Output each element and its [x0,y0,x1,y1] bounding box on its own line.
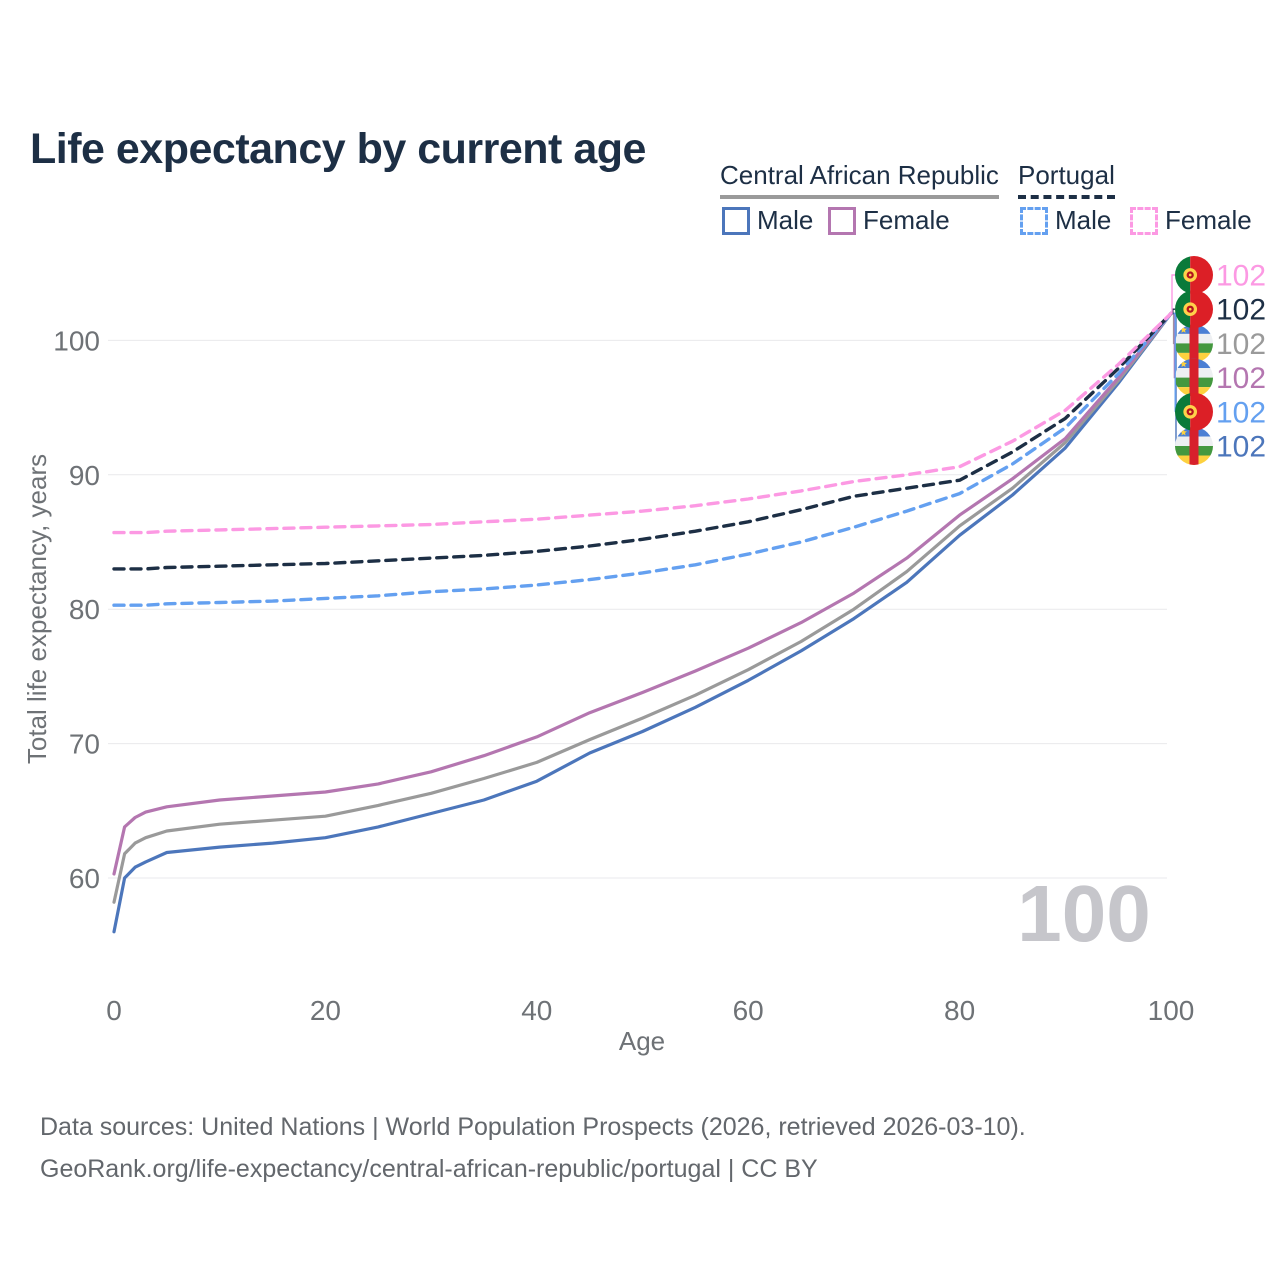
age-hover-watermark: 100 [1017,869,1150,958]
portugal-flag-icon [1175,290,1213,329]
legend-item-pt-female[interactable]: Female [1130,205,1252,236]
y-tick-label: 60 [69,863,100,894]
end-value-label-car-total: 102 [1216,328,1266,361]
portugal-flag-icon [1175,256,1213,294]
y-axis-title: Total life expectancy, years [22,454,52,764]
series-lines [112,311,1173,934]
y-tick-label: 90 [69,460,100,491]
series-line-pt-female[interactable] [112,311,1173,535]
end-value-label-pt-male: 102 [1216,396,1266,429]
leader-line-pt-female [1171,274,1175,315]
legend-item-car-male[interactable]: Male [722,205,813,236]
x-tick-label: 60 [733,995,764,1026]
gridlines: 60 70 80 90 100 0 20 40 60 80 100 Age Total life exp… [22,325,1194,1056]
y-tick-label: 70 [69,729,100,760]
y-tick-label: 80 [69,594,100,625]
series-line-pt-total[interactable] [112,311,1173,571]
legend-group-central-african-republic: Central African Republic [720,160,999,199]
x-tick-label: 0 [106,995,122,1026]
x-tick-label: 80 [944,995,975,1026]
series-line-pt-male[interactable] [112,311,1173,607]
x-tick-label: 40 [521,995,552,1026]
y-tick-label: 100 [53,325,100,356]
x-axis-title: Age [619,1026,665,1056]
legend-item-label: Male [1055,205,1112,235]
series-line-car-female[interactable] [112,311,1173,876]
legend-item-pt-male[interactable]: Male [1020,205,1111,236]
series-line-car-total[interactable] [112,311,1173,904]
end-value-label-pt-total: 102 [1216,294,1266,327]
footer-sources-line: Data sources: United Nations | World Pop… [40,1113,1026,1141]
page-title: Life expectancy by current age [30,124,646,173]
pt-female-swatch-icon [1130,206,1158,235]
end-value-label-pt-female: 102 [1216,260,1266,293]
car-female-swatch-icon [828,206,856,235]
central-african-republic-flag-icon [1175,358,1213,397]
central-african-republic-flag-icon [1175,324,1213,363]
pt-male-swatch-icon [1020,206,1048,235]
portugal-flag-icon [1175,392,1213,431]
legend-item-car-female[interactable]: Female [828,205,950,236]
end-value-label-car-female: 102 [1216,362,1266,395]
series-line-car-male[interactable] [112,311,1173,934]
data-source-footer: Data sources: United Nations | World Pop… [40,1106,1026,1190]
footer-attribution-line: GeoRank.org/life-expectancy/central-afri… [40,1155,818,1183]
central-african-republic-flag-icon [1175,427,1213,465]
end-value-label-car-male: 102 [1216,431,1266,464]
x-tick-label: 100 [1148,995,1195,1026]
legend-group-portugal: Portugal [1018,160,1115,199]
legend-item-label: Female [863,205,950,235]
legend-item-label: Male [757,205,814,235]
legend-item-label: Female [1165,205,1252,235]
car-male-swatch-icon [722,206,750,235]
x-tick-label: 20 [310,995,341,1026]
